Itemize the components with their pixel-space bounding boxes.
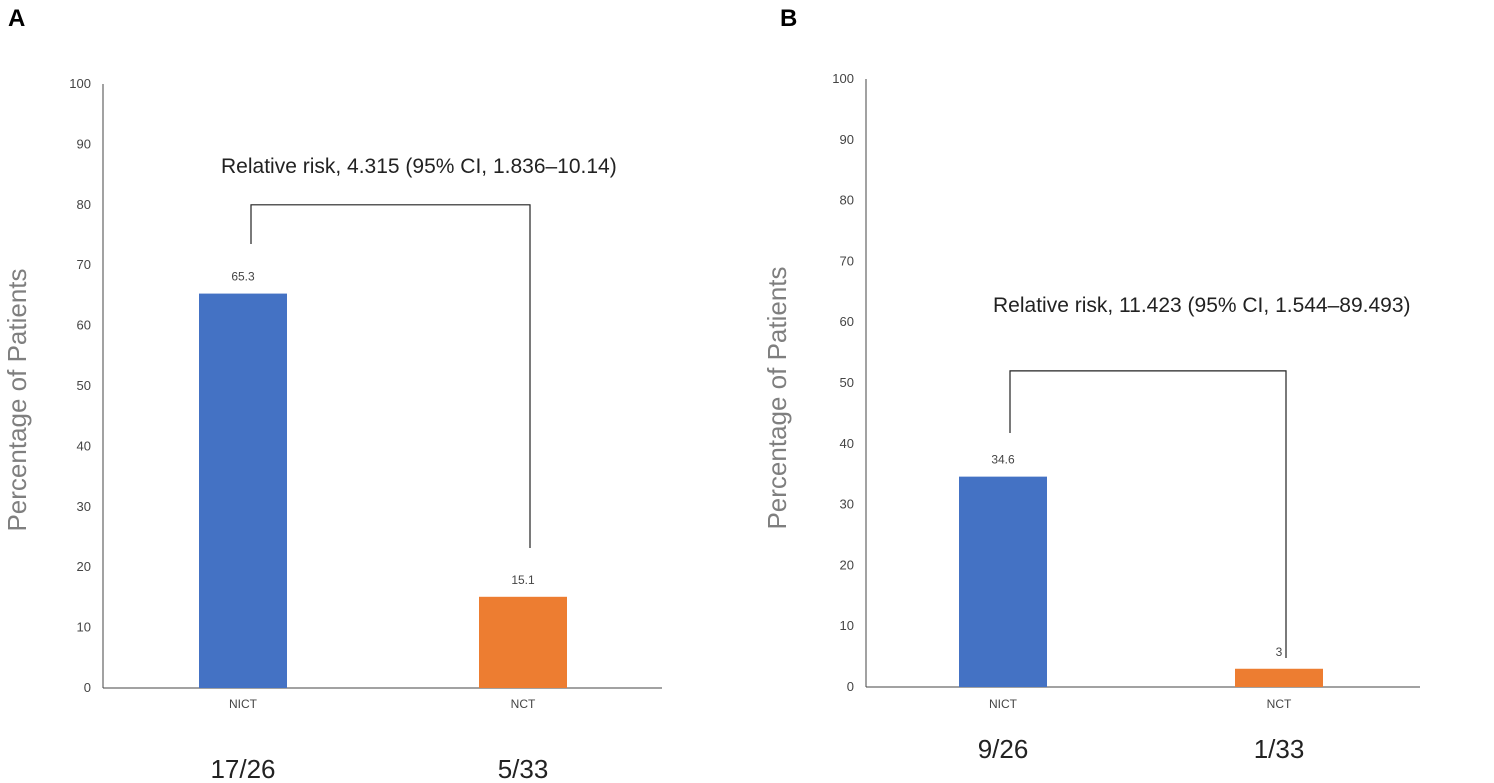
panel-a-fraction-nict: 17/26 [210, 754, 275, 783]
panel-b-y-tick-label: 10 [840, 618, 854, 633]
panel-a-y-tick-label: 10 [77, 620, 91, 635]
panel-b-category-nict: NICT [989, 697, 1018, 711]
panel-b-y-tick-label: 20 [840, 557, 854, 572]
panel-b: B Percentage of Patients 0 10 20 30 40 50 60 70… [762, 5, 1420, 764]
panel-a-y-tick-label: 60 [77, 318, 91, 333]
panel-a-y-tick-label: 70 [77, 257, 91, 272]
panel-a-y-tick-label: 80 [77, 197, 91, 212]
panel-a-bar-nict [199, 293, 287, 688]
panel-b-relative-risk-annotation: Relative risk, 11.423 (95% CI, 1.544–89.… [993, 294, 1411, 317]
panel-b-y-tick-label: 70 [840, 253, 854, 268]
panel-b-y-ticks: 0 10 20 30 40 50 60 70 80 90 100 [832, 71, 854, 694]
panel-a-y-axis-label: Percentage of Patients [2, 268, 32, 531]
panel-a-relative-risk-annotation: Relative risk, 4.315 (95% CI, 1.836–10.1… [221, 155, 617, 178]
panel-b-value-label-nct: 3 [1276, 645, 1283, 659]
panel-a-y-tick-label: 90 [77, 136, 91, 151]
panel-b-label: B [780, 5, 797, 32]
panel-b-y-tick-label: 40 [840, 436, 854, 451]
panel-a-y-tick-label: 40 [77, 438, 91, 453]
panel-b-y-tick-label: 80 [840, 193, 854, 208]
panel-a-y-tick-label: 20 [77, 559, 91, 574]
panel-b-category-nct: NCT [1267, 697, 1292, 711]
panel-a-y-tick-label: 30 [77, 499, 91, 514]
panel-a-value-label-nict: 65.3 [231, 270, 255, 284]
panel-a-y-ticks: 0 10 20 30 40 50 60 70 80 90 100 [69, 76, 91, 695]
panel-b-fraction-nict: 9/26 [978, 734, 1029, 764]
panel-a: A Percentage of Patients 0 10 20 30 40 50 60 70… [2, 5, 662, 783]
panel-a-y-tick-label: 50 [77, 378, 91, 393]
panel-a-category-nict: NICT [229, 697, 258, 711]
panel-b-y-tick-label: 0 [847, 679, 854, 694]
panel-b-y-tick-label: 60 [840, 314, 854, 329]
panel-a-value-label-nct: 15.1 [511, 573, 535, 587]
panel-a-significance-bracket [250, 204, 531, 548]
panel-b-fraction-nct: 1/33 [1254, 734, 1305, 764]
panel-a-label: A [8, 5, 25, 32]
panel-a-y-tick-label: 0 [84, 680, 91, 695]
panel-a-fraction-nct: 5/33 [498, 754, 549, 783]
panel-b-y-tick-label: 30 [840, 497, 854, 512]
panel-a-category-nct: NCT [511, 697, 536, 711]
panel-b-y-axis-label: Percentage of Patients [762, 266, 792, 529]
panel-b-significance-bracket [1009, 370, 1287, 658]
panel-b-y-tick-label: 50 [840, 375, 854, 390]
panel-b-y-tick-label: 100 [832, 71, 854, 86]
panel-b-y-tick-label: 90 [840, 132, 854, 147]
panel-b-bar-nct [1235, 668, 1323, 687]
panel-b-value-label-nict: 34.6 [991, 453, 1015, 467]
panel-b-bar-nict [959, 476, 1047, 687]
panel-a-bar-nct [479, 596, 567, 688]
panel-a-y-tick-label: 100 [69, 76, 91, 91]
